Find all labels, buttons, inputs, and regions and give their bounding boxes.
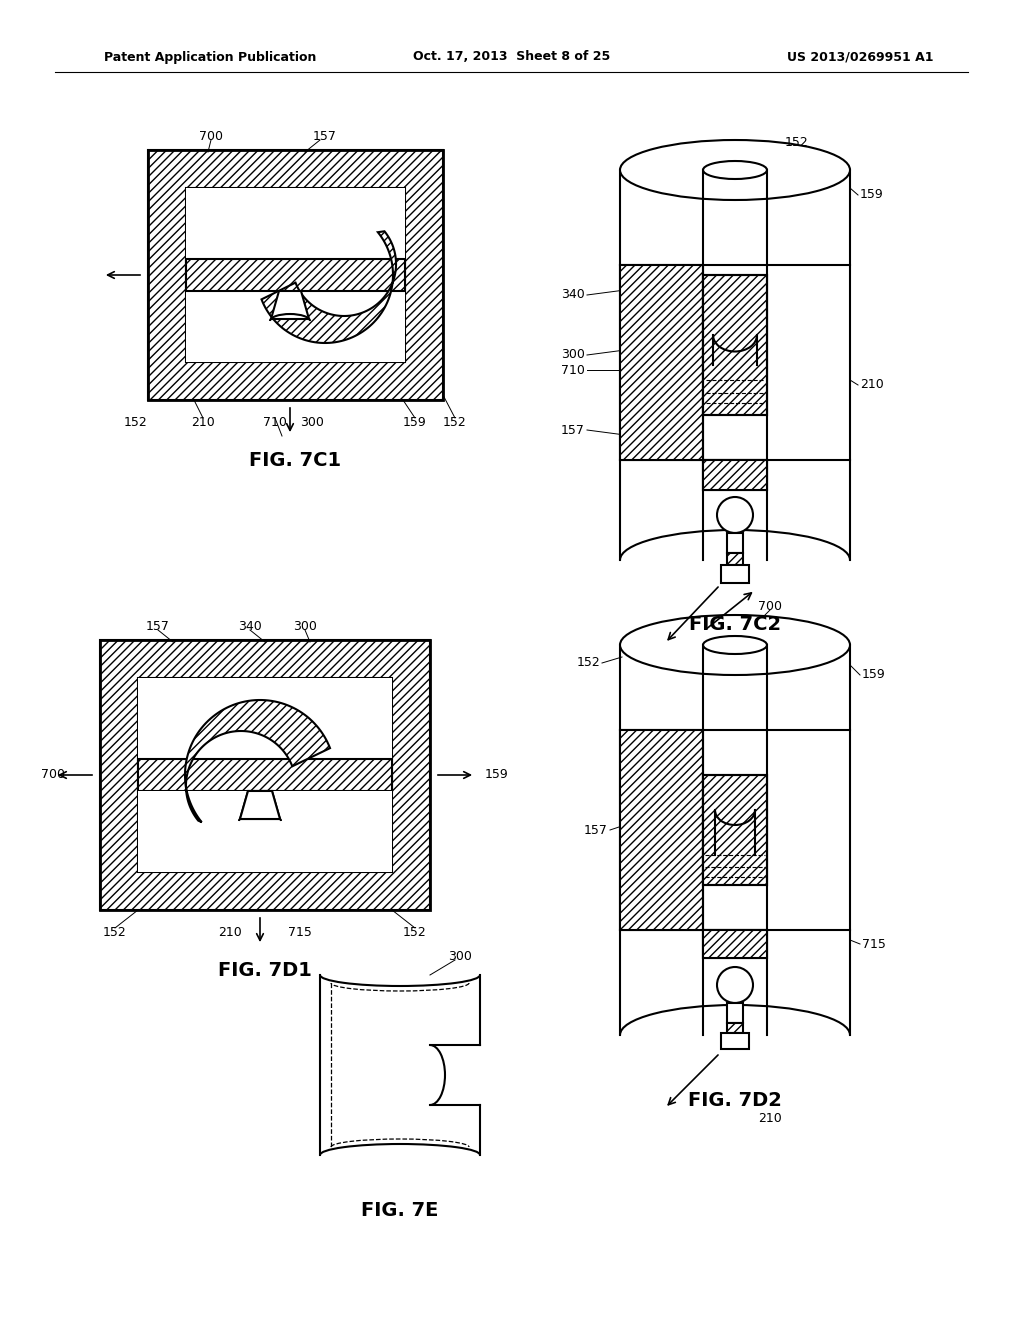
Bar — [138, 791, 392, 873]
Bar — [138, 791, 392, 873]
Text: 159: 159 — [860, 189, 884, 202]
Text: 152: 152 — [577, 656, 600, 669]
Text: 157: 157 — [146, 619, 170, 632]
Text: 300: 300 — [449, 950, 472, 964]
Bar — [703, 275, 767, 414]
Text: 300: 300 — [293, 619, 317, 632]
Bar — [186, 187, 406, 362]
Bar — [620, 265, 703, 459]
Text: 152: 152 — [785, 136, 809, 149]
Text: FIG. 7D1: FIG. 7D1 — [218, 961, 312, 979]
Text: FIG. 7C2: FIG. 7C2 — [689, 615, 781, 635]
Text: 152: 152 — [103, 925, 127, 939]
Text: 210: 210 — [758, 1111, 782, 1125]
Bar — [703, 931, 767, 958]
Circle shape — [717, 968, 753, 1003]
Ellipse shape — [620, 140, 850, 201]
Ellipse shape — [620, 615, 850, 675]
Text: 715: 715 — [862, 937, 886, 950]
Bar — [703, 275, 767, 414]
Text: 159: 159 — [862, 668, 886, 681]
Text: FIG. 7C1: FIG. 7C1 — [249, 450, 341, 470]
Polygon shape — [240, 791, 280, 818]
Text: Oct. 17, 2013  Sheet 8 of 25: Oct. 17, 2013 Sheet 8 of 25 — [414, 50, 610, 63]
Polygon shape — [271, 290, 309, 319]
Text: 159: 159 — [485, 768, 509, 781]
Bar — [703, 775, 767, 884]
Polygon shape — [240, 791, 280, 818]
Text: 700: 700 — [199, 129, 223, 143]
Bar — [703, 931, 767, 958]
Bar — [148, 150, 443, 400]
Bar — [138, 678, 392, 873]
Text: 210: 210 — [218, 925, 242, 939]
Bar — [100, 640, 430, 909]
Text: 152: 152 — [403, 925, 427, 939]
Bar — [727, 553, 743, 565]
Text: 700: 700 — [758, 601, 782, 614]
Ellipse shape — [703, 636, 767, 653]
Text: 700: 700 — [41, 768, 65, 781]
Bar — [727, 1023, 743, 1034]
Text: 210: 210 — [191, 416, 215, 429]
Text: 152: 152 — [124, 416, 147, 429]
Text: 715: 715 — [288, 925, 312, 939]
Text: 210: 210 — [860, 379, 884, 392]
Bar — [186, 259, 406, 290]
Text: 300: 300 — [300, 416, 324, 429]
Bar — [721, 1034, 749, 1049]
Bar — [100, 640, 430, 909]
Bar — [138, 759, 392, 791]
Bar — [620, 730, 703, 931]
Bar — [727, 533, 743, 553]
Text: 710: 710 — [561, 363, 585, 376]
Text: 340: 340 — [561, 289, 585, 301]
Text: FIG. 7E: FIG. 7E — [361, 1200, 438, 1220]
Ellipse shape — [703, 161, 767, 180]
Bar — [186, 187, 406, 259]
Bar — [138, 678, 392, 759]
Text: 157: 157 — [561, 424, 585, 437]
Bar — [703, 459, 767, 490]
Circle shape — [717, 498, 753, 533]
Bar — [721, 565, 749, 583]
Polygon shape — [185, 700, 330, 822]
Text: FIG. 7D2: FIG. 7D2 — [688, 1090, 782, 1110]
Text: 710: 710 — [263, 416, 287, 429]
Bar — [703, 775, 767, 884]
Bar — [186, 290, 406, 362]
Bar — [148, 150, 443, 400]
Text: 152: 152 — [443, 416, 467, 429]
Bar — [727, 1003, 743, 1023]
Text: 340: 340 — [239, 619, 262, 632]
Text: 159: 159 — [403, 416, 427, 429]
Bar — [703, 459, 767, 490]
Text: US 2013/0269951 A1: US 2013/0269951 A1 — [786, 50, 933, 63]
Text: 157: 157 — [313, 129, 337, 143]
Text: 300: 300 — [561, 348, 585, 362]
Text: 157: 157 — [584, 824, 608, 837]
Text: Patent Application Publication: Patent Application Publication — [103, 50, 316, 63]
Polygon shape — [261, 231, 396, 343]
